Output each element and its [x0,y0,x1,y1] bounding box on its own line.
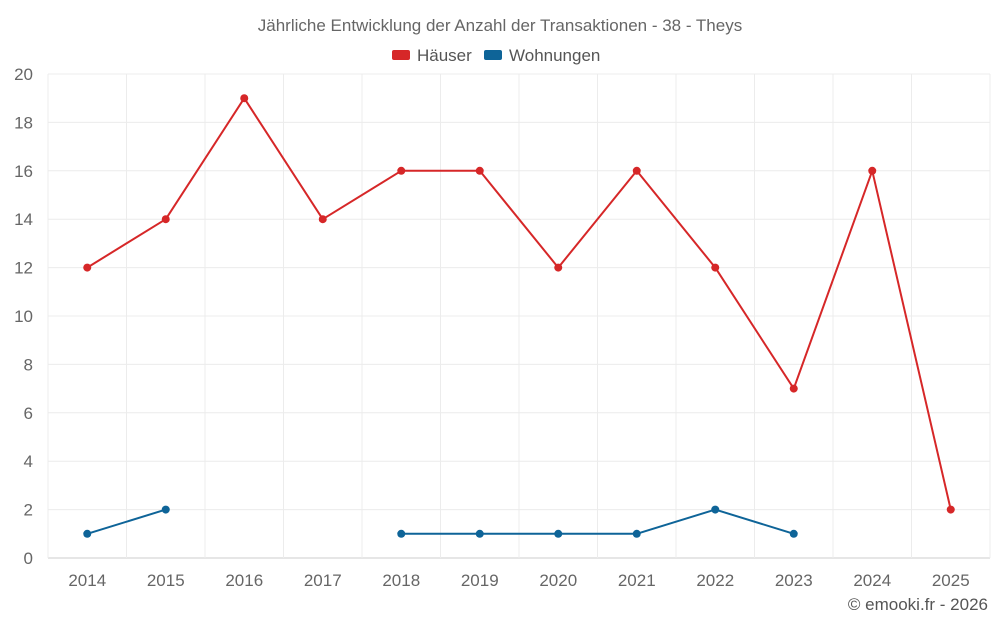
x-tick-label: 2021 [618,571,656,590]
y-axis: 0 2 4 6 8 10 12 14 16 18 20 [14,65,33,568]
data-point-haeuser[interactable] [789,384,798,393]
series-line-haeuser [86,97,952,510]
data-point-wohnungen[interactable] [711,505,720,514]
y-tick-label: 0 [24,549,33,568]
data-point-haeuser[interactable] [161,215,170,224]
y-tick-label: 16 [14,162,33,181]
x-tick-label: 2022 [696,571,734,590]
x-tick-label: 2019 [461,571,499,590]
legend-item-wohnungen[interactable]: Wohnungen [484,46,600,65]
data-point-haeuser[interactable] [397,166,406,175]
data-point-haeuser[interactable] [240,94,249,103]
x-tick-label: 2025 [932,571,970,590]
x-tick-label: 2014 [68,571,106,590]
legend-label-wohnungen: Wohnungen [509,46,600,65]
legend-label-haeuser: Häuser [417,46,472,65]
x-tick-label: 2024 [853,571,891,590]
x-tick-label: 2016 [225,571,263,590]
credit-text: © emooki.fr - 2026 [848,595,988,614]
x-tick-label: 2018 [382,571,420,590]
legend-swatch-haeuser [392,50,410,60]
y-tick-label: 6 [24,404,33,423]
data-point-wohnungen[interactable] [83,529,92,538]
y-tick-label: 18 [14,113,33,132]
x-tick-label: 2023 [775,571,813,590]
data-point-haeuser[interactable] [711,263,720,272]
y-tick-label: 2 [24,501,33,520]
data-point-haeuser[interactable] [83,263,92,272]
data-point-haeuser[interactable] [554,263,563,272]
legend-item-haeuser[interactable]: Häuser [392,46,472,65]
x-tick-label: 2015 [147,571,185,590]
data-point-haeuser[interactable] [868,166,877,175]
x-axis: 2014 2015 2016 2017 2018 2019 2020 2021 2022 2023… [68,571,969,590]
y-tick-label: 14 [14,210,33,229]
series-layer [83,94,955,538]
x-tick-label: 2020 [539,571,577,590]
legend: Häuser Wohnungen [392,46,600,65]
data-point-haeuser[interactable] [318,215,327,224]
y-tick-label: 4 [24,452,33,471]
data-point-wohnungen[interactable] [632,529,641,538]
data-point-wohnungen[interactable] [789,529,798,538]
grid [47,73,991,559]
data-point-wohnungen[interactable] [475,529,484,538]
data-point-wohnungen[interactable] [554,529,563,538]
data-point-wohnungen[interactable] [397,529,406,538]
y-tick-label: 20 [14,65,33,84]
data-point-wohnungen[interactable] [161,505,170,514]
data-point-haeuser[interactable] [475,166,484,175]
x-tick-label: 2017 [304,571,342,590]
chart-title: Jährliche Entwicklung der Anzahl der Tra… [258,16,742,35]
y-tick-label: 8 [24,355,33,374]
data-point-haeuser[interactable] [946,505,955,514]
series-line-wohnungen [401,508,795,535]
y-tick-label: 10 [14,307,33,326]
legend-swatch-wohnungen [484,50,502,60]
y-tick-label: 12 [14,259,33,278]
data-point-haeuser[interactable] [632,166,641,175]
series-line-wohnungen [86,508,167,535]
